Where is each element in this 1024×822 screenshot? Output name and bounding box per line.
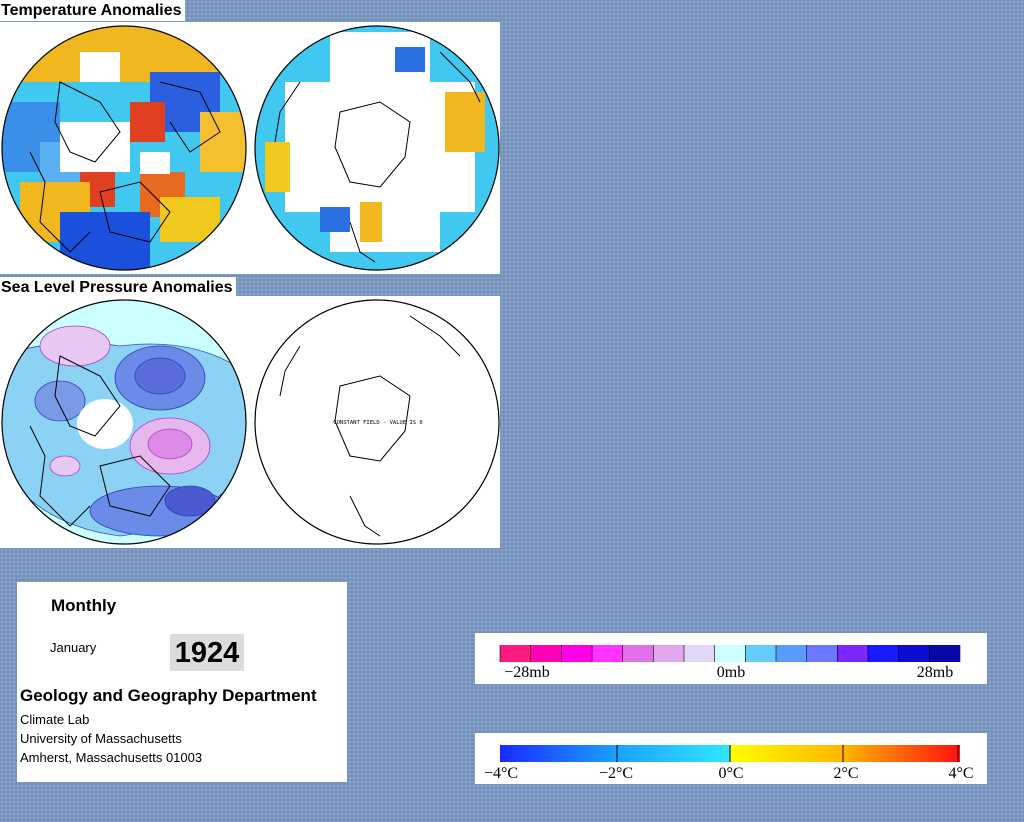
- temp-label-pos2: 2°C: [833, 765, 858, 782]
- slp-swatch: [653, 645, 685, 662]
- slp-swatch: [530, 645, 562, 662]
- temp-label-neg2: −2°C: [599, 765, 633, 782]
- slp-label-max: 28mb: [917, 664, 953, 681]
- temperature-panel: [0, 22, 500, 274]
- slp-swatch: [592, 645, 623, 662]
- slp-swatch: [929, 645, 961, 662]
- period-label: Monthly: [51, 596, 117, 615]
- temperature-title: Temperature Anomalies: [0, 0, 185, 21]
- year-label: 1924: [170, 634, 244, 671]
- slp-swatch: [622, 645, 654, 662]
- university-name: University of Massachusetts: [20, 731, 182, 746]
- slp-colorbar: −28mb 0mb 28mb: [475, 633, 987, 684]
- temp-colorbar: −4°C −2°C 0°C 2°C 4°C: [475, 733, 987, 784]
- slp-north-map: [2, 300, 246, 544]
- slp-swatch: [837, 645, 869, 662]
- temp-south-map: [255, 26, 499, 270]
- temp-label-neg4: −4°C: [484, 765, 518, 782]
- slp-swatch: [868, 645, 899, 662]
- slp-swatches: [499, 645, 961, 662]
- slp-panel: CONSTANT FIELD - VALUE IS 0: [0, 296, 500, 548]
- temp-label-zero: 0°C: [718, 765, 743, 782]
- temp-north-map: [2, 26, 246, 270]
- slp-south-map: CONSTANT FIELD - VALUE IS 0: [254, 299, 500, 545]
- slp-swatch: [561, 645, 593, 662]
- lab-name: Climate Lab: [20, 712, 90, 727]
- temp-label-pos4: 4°C: [948, 765, 973, 782]
- address-line: Amherst, Massachusetts 01003: [20, 750, 203, 765]
- constant-field-label: CONSTANT FIELD - VALUE IS 0: [333, 420, 422, 426]
- slp-swatch: [500, 645, 531, 662]
- slp-swatch: [684, 645, 715, 662]
- slp-swatch: [745, 645, 777, 662]
- slp-title: Sea Level Pressure Anomalies: [0, 277, 236, 298]
- department-name: Geology and Geography Department: [20, 686, 317, 705]
- month-label: January: [50, 640, 97, 655]
- slp-swatch: [714, 645, 746, 662]
- info-box: Monthly January 1924 Geology and Geograp…: [17, 582, 347, 782]
- slp-label-zero: 0mb: [717, 664, 745, 681]
- slp-label-min: −28mb: [504, 664, 549, 681]
- slp-swatch: [806, 645, 838, 662]
- slp-swatch: [776, 645, 807, 662]
- slp-swatch: [898, 645, 930, 662]
